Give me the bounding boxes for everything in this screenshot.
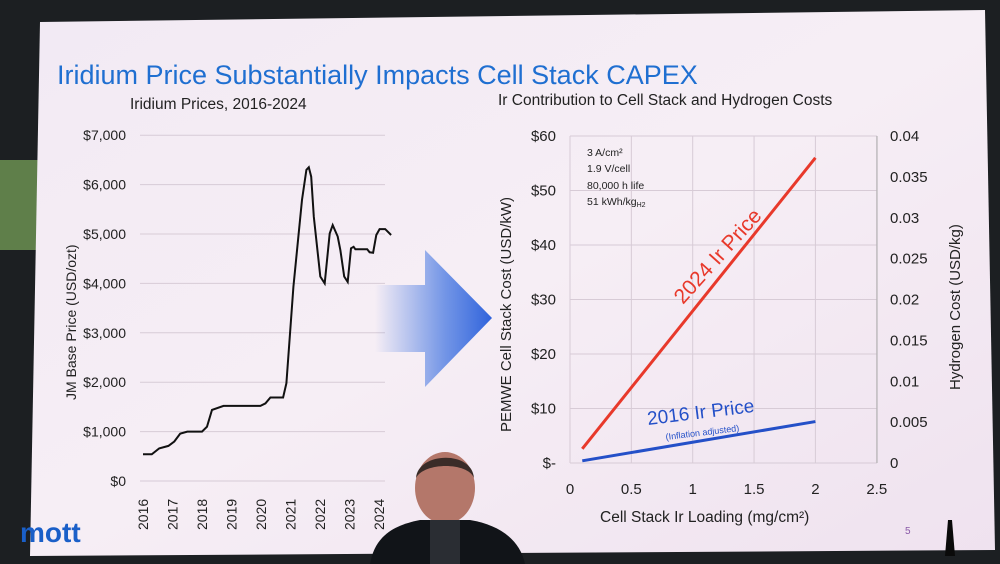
series-line-1 [582,420,816,463]
x-tick-label: 1.5 [744,481,765,498]
iridium-price-line [143,165,392,456]
y-tick-label: $60 [531,128,556,145]
x-tick-label: 2018 [194,499,210,530]
x-tick-label: 0.5 [621,481,642,498]
annotation-life: 80,000 h life [587,180,644,192]
y-tick-label: $50 [531,183,556,200]
x-tick-label: 2019 [224,499,240,530]
y-tick-label: $- [543,455,556,472]
y-right-tick-label: 0.035 [890,169,928,186]
slide-title: Iridium Price Substantially Impacts Cell… [57,60,698,90]
x-tick-label: 2020 [253,499,269,530]
y-right-tick-label: 0.03 [890,210,919,227]
annotation-energy: 51 kWh/kgH2 [587,196,646,209]
annotation-current-density: 3 A/cm² [587,147,623,159]
y-tick-label: $20 [531,346,556,363]
y-right-tick-label: 0.01 [890,373,919,390]
y-axis-label-left: PEMWE Cell Stack Cost (USD/kW) [498,197,515,432]
arrow-right-icon [375,250,492,387]
y-tick-label: $1,000 [83,424,126,440]
y-right-tick-label: 0.04 [890,128,919,145]
y-tick-label: $10 [531,401,556,418]
x-tick-label: 2017 [165,499,181,530]
y-right-tick-label: 0.005 [890,414,928,431]
y-tick-label: $0 [110,473,126,489]
x-tick-label: 2023 [342,499,358,530]
y-right-tick-label: 0.025 [890,251,928,268]
x-axis-label: Cell Stack Ir Loading (mg/cm²) [600,509,809,526]
y-tick-label: $5,000 [83,226,126,242]
x-tick-label: 2021 [283,499,299,530]
page-number: 5 [905,526,911,537]
x-tick-label: 2016 [135,499,151,530]
x-tick-label: 0 [566,481,574,498]
x-tick-label: 1 [689,481,697,498]
y-right-tick-label: 0 [890,455,898,472]
y-tick-label: $4,000 [83,275,126,291]
y-right-tick-label: 0.015 [890,332,928,349]
x-tick-label: 2 [811,481,819,498]
y-right-tick-label: 0.02 [890,292,919,309]
presenter [370,452,525,564]
chart-title: Ir Contribution to Cell Stack and Hydrog… [498,92,833,109]
x-tick-label: 2022 [312,499,328,530]
y-tick-label: $3,000 [83,325,126,341]
chart-title: Iridium Prices, 2016-2024 [130,96,307,113]
x-tick-label: 2.5 [866,481,887,498]
microphone [945,520,955,556]
window-foliage [0,160,40,250]
iridium-price-chart: Iridium Prices, 2016-2024 $0 $1,000 $2,000… [63,96,392,530]
series-line-0 [581,156,817,450]
annotation-voltage: 1.9 V/cell [587,163,630,175]
y-tick-label: $7,000 [83,127,126,143]
mott-logo: mott [20,517,81,548]
y-tick-label: $6,000 [83,177,126,193]
y-axis-label-right: Hydrogen Cost (USD/kg) [947,224,964,390]
y-tick-label: $30 [531,292,556,309]
y-axis-label: JM Base Price (USD/ozt) [63,244,79,400]
y-tick-label: $2,000 [83,374,126,390]
y-tick-label: $40 [531,237,556,254]
x-tick-label: 2024 [371,499,387,530]
